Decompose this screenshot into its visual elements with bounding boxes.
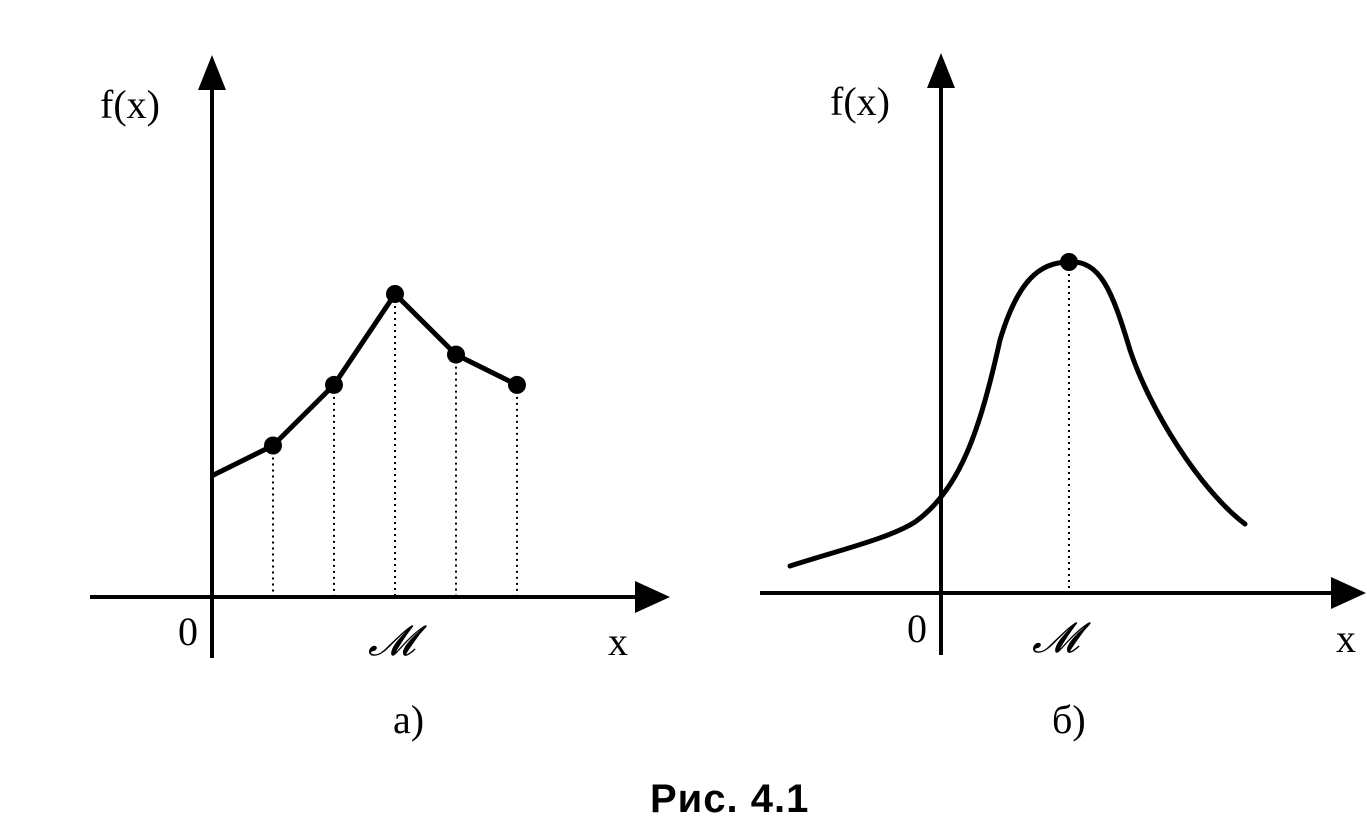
panel-b-origin-label: 0 xyxy=(907,606,927,651)
panel-b-density-curve xyxy=(787,259,1248,569)
panel-a-points xyxy=(264,285,526,455)
panel-a: f(x) 0 x 𝓜 а) xyxy=(90,55,670,742)
panel-a-polyline xyxy=(210,291,519,479)
panel-a-data-point xyxy=(508,375,526,394)
panel-a-data-point xyxy=(325,375,343,394)
panel-b-x-arrowhead xyxy=(1331,577,1366,609)
panel-a-mode-label: 𝓜 xyxy=(368,616,427,665)
panel-a-mode-point xyxy=(386,285,404,303)
panel-b-x-axis-label: x xyxy=(1336,616,1356,661)
panel-a-data-point xyxy=(447,345,465,364)
panel-b-label: б) xyxy=(1052,697,1086,742)
panel-b-y-arrowhead xyxy=(927,53,955,88)
panel-b-mode-label: 𝓜 xyxy=(1032,613,1091,662)
panel-a-x-axis-label: x xyxy=(608,619,628,664)
panel-a-origin-label: 0 xyxy=(178,609,198,654)
figure-caption: Рис. 4.1 xyxy=(650,777,809,817)
panel-b: f(x) 0 x 𝓜 б) xyxy=(760,53,1366,742)
panel-b-y-axis-label: f(x) xyxy=(830,79,890,124)
panel-b-mode-point xyxy=(1060,253,1078,271)
panel-a-data-point xyxy=(264,436,282,455)
panel-a-drop-lines xyxy=(272,294,518,597)
panel-a-y-axis-label: f(x) xyxy=(100,82,160,127)
panel-a-label: а) xyxy=(393,697,424,742)
panel-a-x-arrowhead xyxy=(635,581,670,613)
panel-a-y-arrowhead xyxy=(198,55,226,90)
